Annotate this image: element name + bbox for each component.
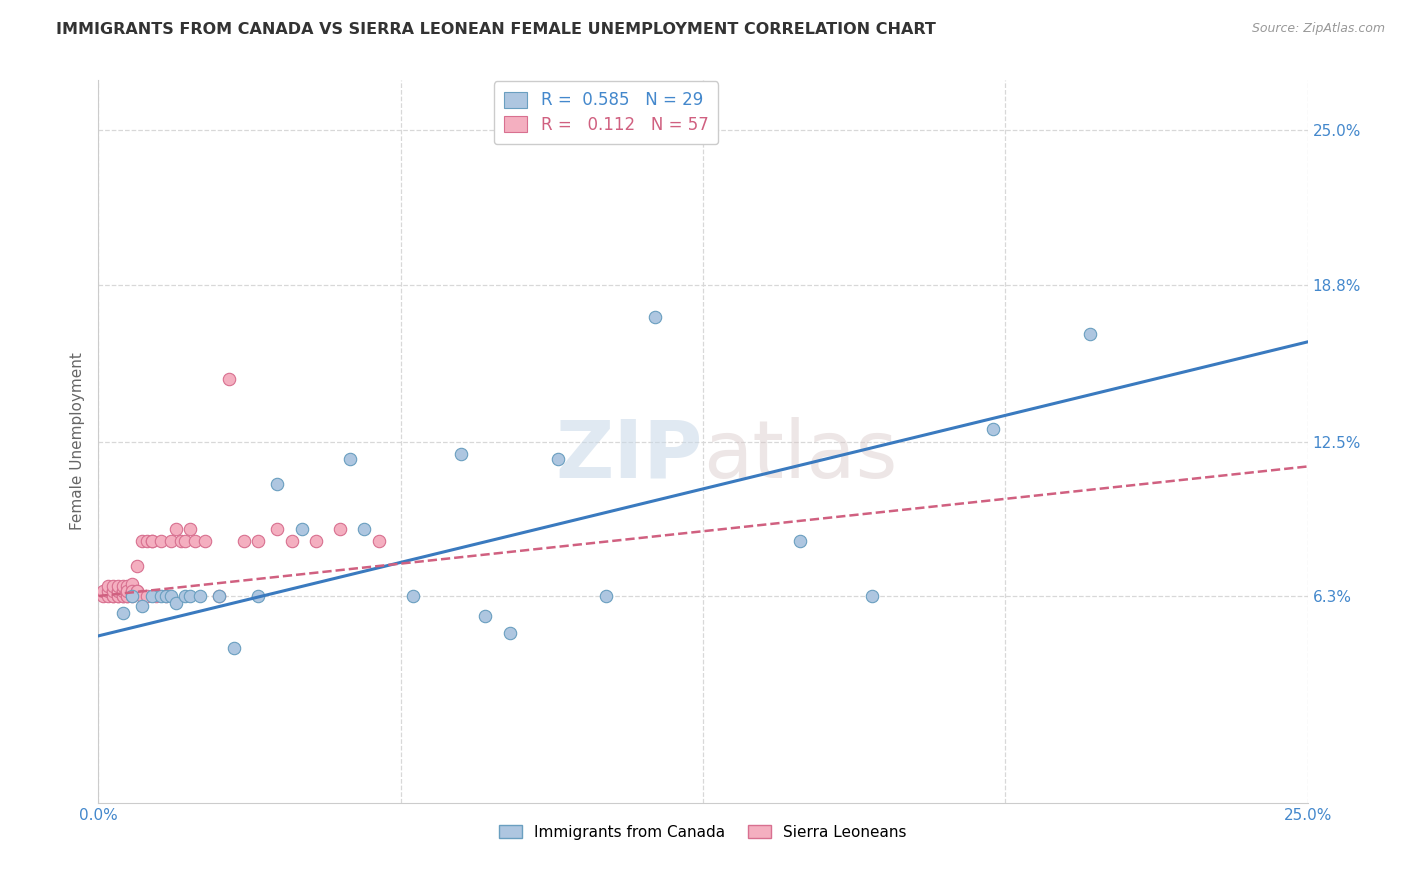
Point: [184, 534, 207, 549]
Point: [169, 534, 191, 549]
Point: [150, 534, 173, 549]
Point: [281, 534, 304, 549]
Point: [179, 589, 201, 603]
Point: [329, 522, 352, 536]
Point: [644, 310, 666, 324]
Point: [121, 584, 143, 599]
Point: [547, 452, 569, 467]
Point: [141, 534, 163, 549]
Point: [402, 589, 425, 603]
Legend: Immigrants from Canada, Sierra Leoneans: Immigrants from Canada, Sierra Leoneans: [494, 819, 912, 846]
Point: [353, 522, 375, 536]
Point: [111, 584, 134, 599]
Point: [97, 584, 120, 599]
Point: [474, 609, 496, 624]
Point: [131, 589, 153, 603]
Point: [97, 589, 120, 603]
Point: [117, 589, 139, 603]
Point: [155, 589, 177, 603]
Point: [595, 589, 617, 603]
Point: [121, 589, 143, 603]
Text: ZIP: ZIP: [555, 417, 703, 495]
Point: [131, 534, 153, 549]
Y-axis label: Female Unemployment: Female Unemployment: [69, 352, 84, 531]
Point: [179, 522, 201, 536]
Point: [91, 589, 114, 603]
Point: [165, 522, 187, 536]
Point: [368, 534, 391, 549]
Point: [107, 584, 129, 599]
Point: [218, 372, 240, 386]
Text: Source: ZipAtlas.com: Source: ZipAtlas.com: [1251, 22, 1385, 36]
Point: [188, 589, 211, 603]
Point: [789, 534, 811, 549]
Point: [1078, 327, 1101, 342]
Point: [155, 589, 177, 603]
Point: [111, 589, 134, 603]
Point: [165, 597, 187, 611]
Point: [131, 599, 153, 613]
Point: [498, 626, 520, 640]
Point: [290, 522, 312, 536]
Point: [121, 584, 143, 599]
Point: [247, 589, 270, 603]
Point: [305, 534, 328, 549]
Point: [101, 589, 124, 603]
Point: [160, 589, 183, 603]
Point: [266, 522, 288, 536]
Point: [97, 579, 120, 593]
Point: [141, 589, 163, 603]
Point: [208, 589, 231, 603]
Point: [111, 607, 134, 621]
Point: [117, 579, 139, 593]
Point: [107, 589, 129, 603]
Point: [101, 579, 124, 593]
Point: [174, 534, 197, 549]
Text: atlas: atlas: [703, 417, 897, 495]
Point: [135, 534, 157, 549]
Point: [860, 589, 883, 603]
Point: [127, 584, 149, 599]
Point: [174, 589, 197, 603]
Point: [450, 447, 472, 461]
Point: [160, 534, 183, 549]
Point: [232, 534, 254, 549]
Point: [107, 589, 129, 603]
Text: IMMIGRANTS FROM CANADA VS SIERRA LEONEAN FEMALE UNEMPLOYMENT CORRELATION CHART: IMMIGRANTS FROM CANADA VS SIERRA LEONEAN…: [56, 22, 936, 37]
Point: [117, 584, 139, 599]
Point: [127, 559, 149, 574]
Point: [101, 584, 124, 599]
Point: [150, 589, 173, 603]
Point: [101, 584, 124, 599]
Point: [145, 589, 167, 603]
Point: [91, 584, 114, 599]
Point: [107, 584, 129, 599]
Point: [266, 476, 288, 491]
Point: [111, 589, 134, 603]
Point: [121, 576, 143, 591]
Point: [339, 452, 361, 467]
Point: [981, 422, 1004, 436]
Point: [247, 534, 270, 549]
Point: [127, 584, 149, 599]
Point: [222, 641, 245, 656]
Point: [141, 534, 163, 549]
Point: [107, 579, 129, 593]
Point: [101, 589, 124, 603]
Point: [111, 584, 134, 599]
Point: [194, 534, 217, 549]
Point: [121, 589, 143, 603]
Point: [117, 589, 139, 603]
Point: [135, 589, 157, 603]
Point: [117, 584, 139, 599]
Point: [111, 579, 134, 593]
Point: [208, 589, 231, 603]
